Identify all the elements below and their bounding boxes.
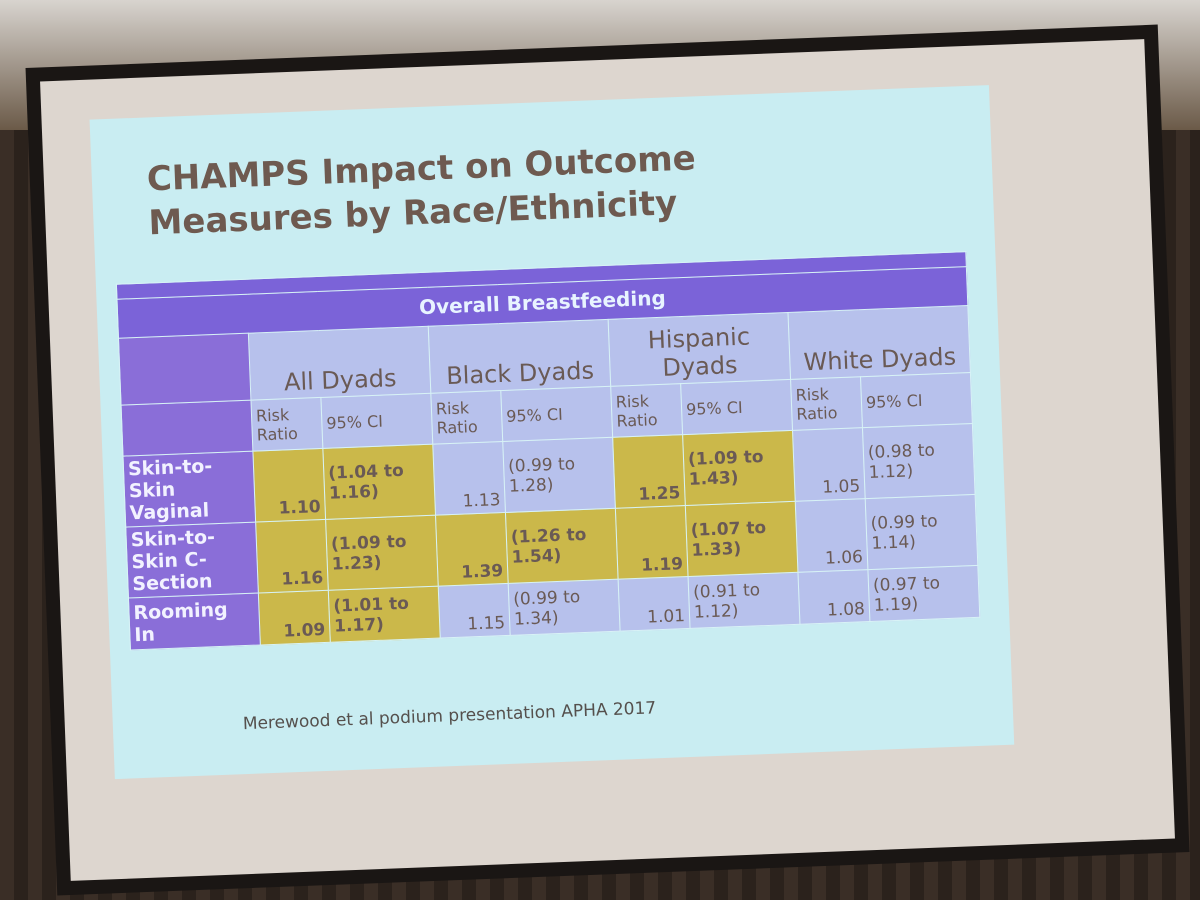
projection-screen: CHAMPS Impact on Outcome Measures by Rac… [40, 39, 1175, 881]
confidence-interval: (1.09 to 1.43) [682, 430, 796, 506]
confidence-interval: (0.99 to 1.28) [502, 437, 616, 513]
sub-header: Risk Ratio [250, 397, 323, 452]
confidence-interval: (1.09 to 1.23) [325, 515, 439, 591]
group-header: Black Dyads [428, 319, 611, 394]
confidence-interval: (0.99 to 1.14) [865, 494, 978, 570]
row-label: Skin-to-Skin C-Section [125, 522, 259, 598]
row-label: Rooming In [128, 593, 261, 650]
confidence-interval: (0.99 to 1.34) [508, 579, 621, 636]
row-label: Skin-to-Skin Vaginal [122, 451, 256, 528]
risk-ratio: 1.13 [432, 441, 506, 516]
sub-header: 95% CI [320, 393, 433, 449]
risk-ratio: 1.10 [252, 448, 326, 523]
confidence-interval: (1.04 to 1.16) [322, 444, 436, 520]
risk-ratio: 1.01 [618, 576, 691, 632]
citation: Merewood et al podium presentation APHA … [242, 698, 657, 735]
group-header: Hispanic Dyads [608, 312, 791, 387]
sub-header: Risk Ratio [610, 383, 683, 438]
results-table: Overall Breastfeeding All Dyads Black Dyad… [116, 251, 980, 650]
confidence-interval: (0.91 to 1.12) [688, 572, 800, 629]
group-header: White Dyads [787, 305, 971, 380]
confidence-interval: (0.98 to 1.12) [862, 423, 976, 499]
confidence-interval: (1.07 to 1.33) [685, 501, 798, 577]
confidence-interval: (1.26 to 1.54) [505, 508, 619, 584]
risk-ratio: 1.05 [792, 427, 866, 502]
risk-ratio: 1.09 [258, 590, 331, 645]
corner-cell [118, 333, 251, 406]
sub-header: Risk Ratio [790, 376, 863, 431]
slide: CHAMPS Impact on Outcome Measures by Rac… [89, 85, 1015, 780]
risk-ratio: 1.08 [797, 569, 870, 625]
sub-header: Risk Ratio [430, 390, 503, 445]
sub-header: 95% CI [860, 372, 973, 428]
group-header: All Dyads [248, 326, 431, 401]
corner-cell [121, 400, 253, 457]
confidence-interval: (1.01 to 1.17) [328, 586, 441, 643]
sub-header: 95% CI [500, 386, 613, 442]
risk-ratio: 1.15 [438, 583, 511, 639]
slide-title: CHAMPS Impact on Outcome Measures by Rac… [146, 138, 697, 244]
risk-ratio: 1.16 [255, 519, 329, 594]
confidence-interval: (0.97 to 1.19) [867, 565, 980, 622]
risk-ratio: 1.39 [435, 512, 509, 587]
sub-header: 95% CI [680, 379, 793, 435]
risk-ratio: 1.06 [795, 498, 868, 573]
risk-ratio: 1.19 [615, 505, 689, 580]
risk-ratio: 1.25 [612, 434, 686, 509]
